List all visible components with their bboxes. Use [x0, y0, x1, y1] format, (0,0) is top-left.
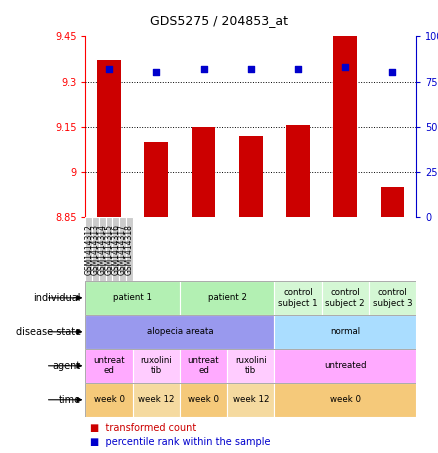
Text: alopecia areata: alopecia areata: [147, 328, 213, 336]
Bar: [180, 281, 274, 315]
Text: week 0: week 0: [188, 395, 219, 404]
Text: untreated: untreated: [324, 361, 367, 370]
Text: GSM1414315: GSM1414315: [105, 224, 113, 275]
Text: GSM1414314: GSM1414314: [98, 224, 107, 275]
Text: control
subject 2: control subject 2: [325, 288, 365, 308]
Bar: [85, 217, 92, 281]
Text: control
subject 1: control subject 1: [278, 288, 318, 308]
Bar: [85, 315, 274, 349]
Bar: [180, 349, 227, 383]
Text: normal: normal: [330, 328, 360, 336]
Bar: [369, 281, 416, 315]
Text: GSM1414312: GSM1414312: [84, 224, 93, 275]
Text: agent: agent: [53, 361, 81, 371]
Point: [106, 65, 113, 72]
Bar: [133, 349, 180, 383]
Bar: [113, 217, 119, 281]
Bar: [145, 142, 168, 217]
Text: control
subject 3: control subject 3: [373, 288, 412, 308]
Point: [342, 63, 349, 71]
Bar: [227, 349, 274, 383]
Text: ruxolini
tib: ruxolini tib: [141, 356, 172, 376]
Text: patient 2: patient 2: [208, 294, 247, 302]
Text: GSM1414316: GSM1414316: [111, 224, 120, 275]
Text: ruxolini
tib: ruxolini tib: [235, 356, 267, 376]
Text: ■  percentile rank within the sample: ■ percentile rank within the sample: [90, 437, 270, 447]
Text: untreat
ed: untreat ed: [188, 356, 219, 376]
Bar: [119, 217, 126, 281]
Text: individual: individual: [34, 293, 81, 303]
Bar: [85, 349, 133, 383]
Text: patient 1: patient 1: [113, 294, 152, 302]
Bar: [227, 383, 274, 417]
Point: [389, 69, 396, 76]
Text: ■  transformed count: ■ transformed count: [90, 423, 196, 433]
Bar: [381, 187, 404, 217]
Bar: [133, 383, 180, 417]
Bar: [239, 136, 262, 217]
Text: GSM1414317: GSM1414317: [118, 224, 127, 275]
Text: week 0: week 0: [94, 395, 124, 404]
Point: [153, 69, 160, 76]
Bar: [274, 383, 416, 417]
Text: GSM1414318: GSM1414318: [125, 224, 134, 275]
Text: GDS5275 / 204853_at: GDS5275 / 204853_at: [150, 14, 288, 27]
Bar: [321, 281, 369, 315]
Bar: [333, 36, 357, 217]
Text: week 0: week 0: [330, 395, 361, 404]
Bar: [192, 127, 215, 217]
Bar: [85, 281, 180, 315]
Text: untreat
ed: untreat ed: [93, 356, 125, 376]
Bar: [97, 60, 121, 217]
Text: time: time: [59, 395, 81, 405]
Point: [200, 65, 207, 72]
Bar: [85, 383, 133, 417]
Point: [294, 65, 301, 72]
Point: [247, 65, 254, 72]
Text: GSM1414313: GSM1414313: [91, 224, 100, 275]
Bar: [286, 125, 310, 217]
Bar: [274, 315, 416, 349]
Bar: [274, 281, 321, 315]
Text: week 12: week 12: [233, 395, 269, 404]
Bar: [106, 217, 113, 281]
Bar: [92, 217, 99, 281]
Text: week 12: week 12: [138, 395, 174, 404]
Bar: [99, 217, 106, 281]
Bar: [274, 349, 416, 383]
Bar: [180, 383, 227, 417]
Bar: [126, 217, 133, 281]
Text: disease state: disease state: [16, 327, 81, 337]
